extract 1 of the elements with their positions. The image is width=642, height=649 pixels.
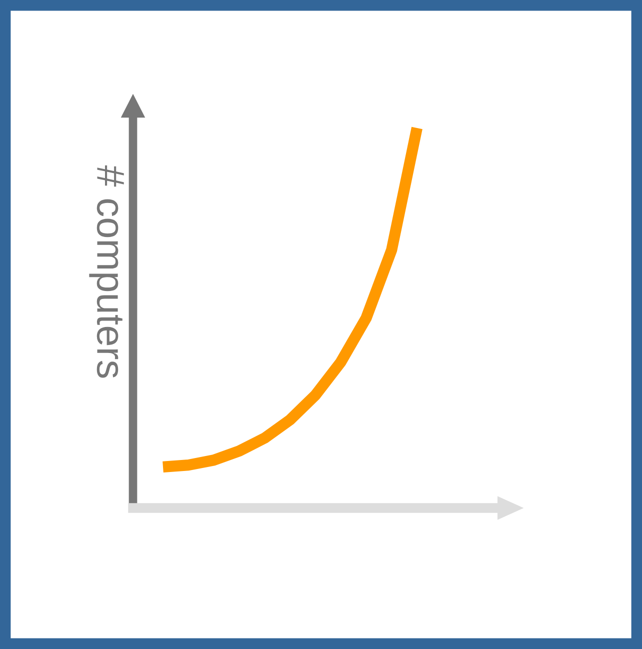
y-axis-title: # computers [89, 165, 124, 378]
